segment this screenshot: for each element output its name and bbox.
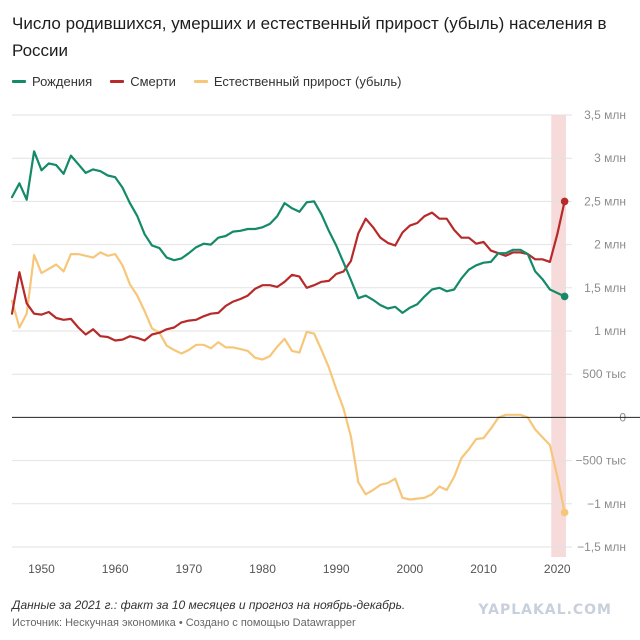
series-line — [10, 251, 566, 514]
x-tick-label: 2000 — [397, 562, 424, 576]
y-tick-label: −500 тыс — [576, 454, 626, 468]
x-tick-label: 1950 — [28, 562, 55, 576]
x-tick-label: 1980 — [249, 562, 276, 576]
series-line — [10, 200, 566, 342]
y-tick-label: 1 млн — [594, 324, 626, 338]
legend-item-deaths: Смерти — [110, 74, 176, 89]
y-tick-label: 1,5 млн — [584, 281, 626, 295]
legend-swatch-natural — [193, 80, 208, 83]
created-with: Создано с помощью Datawrapper — [185, 617, 356, 629]
series-end-marker — [560, 292, 569, 301]
line-chart: 3,5 млн 3 млн 2,5 млн 2 млн 1,5 млн 1 млн 500 … — [10, 108, 640, 576]
y-tick-label: 2,5 млн — [584, 194, 626, 208]
legend-item-births: Рождения — [12, 74, 92, 89]
highlight-band — [551, 115, 566, 557]
series-end-marker — [560, 508, 569, 517]
legend-swatch-births — [12, 80, 26, 83]
y-tick-label: −1 млн — [587, 497, 626, 511]
y-tick-label: 2 млн — [594, 238, 626, 252]
legend: Рождения Смерти Естественный прирост (уб… — [12, 74, 402, 89]
x-tick-label: 2010 — [470, 562, 497, 576]
x-tick-label: 1970 — [175, 562, 202, 576]
x-tick-label: 1960 — [102, 562, 129, 576]
y-tick-label: 500 тыс — [583, 367, 626, 381]
source-line: Источник: Нескучная экономика • Создано … — [12, 617, 356, 629]
series-end-marker — [560, 197, 569, 206]
y-tick-label: 3 млн — [594, 151, 626, 165]
series-line — [10, 150, 566, 314]
legend-swatch-deaths — [110, 80, 125, 83]
footnote: Данные за 2021 г.: факт за 10 месяцев и … — [12, 598, 406, 612]
x-tick-label: 2020 — [544, 562, 571, 576]
legend-item-natural: Естественный прирост (убыль) — [193, 74, 402, 89]
y-tick-label: −1,5 млн — [577, 540, 626, 554]
x-tick-label: 1990 — [323, 562, 350, 576]
source-label: Источник: — [12, 617, 63, 629]
source-name: Нескучная экономика — [65, 617, 176, 629]
legend-label-deaths: Смерти — [130, 74, 176, 89]
watermark-logo: YAPLAKAL.COM — [478, 602, 612, 618]
source-separator: • — [178, 617, 183, 629]
legend-label-natural: Естественный прирост (убыль) — [213, 74, 402, 89]
chart-title: Число родившихся, умерших и естественный… — [12, 14, 607, 60]
legend-label-births: Рождения — [32, 74, 93, 89]
y-tick-label: 3,5 млн — [584, 108, 626, 122]
